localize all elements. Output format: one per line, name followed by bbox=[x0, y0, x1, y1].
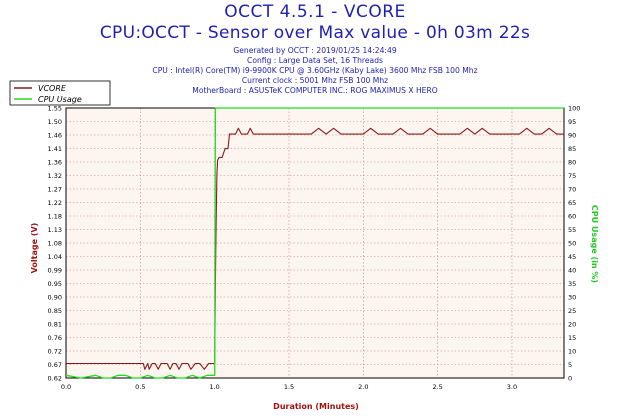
info-motherboard: MotherBoard : ASUSTeK COMPUTER INC.: ROG… bbox=[192, 86, 438, 95]
series-line-cpu-usage bbox=[65, 107, 564, 379]
x-tick-label: 2.0 bbox=[358, 383, 368, 391]
y-tick-left: 1.50 bbox=[48, 118, 62, 126]
y-tick-right: 0 bbox=[568, 374, 572, 382]
legend: VCORE CPU Usage bbox=[9, 80, 111, 106]
x-tick-label: 0.0 bbox=[61, 383, 71, 391]
y-tick-left: 1.18 bbox=[48, 212, 62, 220]
y-tick-right: 95 bbox=[568, 118, 576, 126]
y-tick-left: 0.67 bbox=[48, 361, 62, 369]
x-axis-label: Duration (Minutes) bbox=[273, 402, 359, 411]
y-axis-label-right: CPU Usage (in %) bbox=[590, 205, 599, 283]
y-tick-left: 1.08 bbox=[48, 239, 62, 247]
y-tick-left: 1.36 bbox=[48, 158, 62, 166]
y-tick-left: 1.46 bbox=[48, 131, 62, 139]
y-tick-left: 0.62 bbox=[48, 374, 62, 382]
y-tick-left: 0.90 bbox=[48, 293, 62, 301]
y-tick-right: 55 bbox=[568, 226, 576, 234]
legend-label-cpu-usage: CPU Usage bbox=[38, 95, 82, 104]
y-tick-left: 0.99 bbox=[48, 266, 62, 274]
info-cpu: CPU : Intel(R) Core(TM) i9-9900K CPU @ 3… bbox=[152, 66, 478, 75]
y-tick-right: 5 bbox=[568, 361, 572, 369]
y-tick-left: 1.22 bbox=[48, 199, 62, 207]
y-tick-left: 0.85 bbox=[48, 307, 62, 315]
y-tick-right: 100 bbox=[568, 104, 580, 112]
y-tick-left: 1.04 bbox=[48, 253, 62, 261]
y-tick-left: 0.95 bbox=[48, 280, 62, 288]
x-tick-label: 3.0 bbox=[507, 383, 517, 391]
y-tick-left: 1.41 bbox=[48, 145, 62, 153]
chart-subtitle: CPU:OCCT - Sensor over Max value - 0h 03… bbox=[99, 23, 531, 43]
series-line-vcore bbox=[66, 127, 564, 370]
y-tick-right: 80 bbox=[568, 158, 576, 166]
y-tick-left: 1.13 bbox=[48, 226, 62, 234]
y-tick-right: 40 bbox=[568, 266, 576, 274]
y-tick-right: 90 bbox=[568, 131, 576, 139]
y-tick-left: 0.81 bbox=[48, 320, 62, 328]
y-tick-right: 30 bbox=[568, 293, 576, 301]
x-tick-label: 2.5 bbox=[432, 383, 442, 391]
y-tick-right: 50 bbox=[568, 239, 576, 247]
y-tick-right: 20 bbox=[568, 320, 576, 328]
x-tick-label: 1.5 bbox=[284, 383, 294, 391]
x-tick-label: 1.0 bbox=[209, 383, 219, 391]
legend-box bbox=[9, 80, 111, 106]
y-axis-label-left: Voltage (V) bbox=[30, 223, 39, 274]
chart-title: OCCT 4.5.1 - VCORE bbox=[224, 2, 406, 22]
y-tick-left: 1.32 bbox=[48, 172, 62, 180]
y-tick-left: 0.76 bbox=[48, 334, 62, 342]
y-tick-right: 35 bbox=[568, 280, 576, 288]
y-tick-right: 85 bbox=[568, 145, 576, 153]
y-tick-right: 65 bbox=[568, 199, 576, 207]
y-tick-right: 60 bbox=[568, 212, 576, 220]
y-tick-left: 1.27 bbox=[48, 185, 62, 193]
info-generated: Generated by OCCT : 2019/01/25 14:24:49 bbox=[233, 46, 397, 55]
info-config: Config : Large Data Set, 16 Threads bbox=[247, 56, 383, 65]
y-tick-left: 1.55 bbox=[48, 104, 62, 112]
y-tick-right: 45 bbox=[568, 253, 576, 261]
y-tick-right: 25 bbox=[568, 307, 576, 315]
y-tick-right: 10 bbox=[568, 347, 576, 355]
y-tick-right: 15 bbox=[568, 334, 576, 342]
legend-label-vcore: VCORE bbox=[38, 84, 67, 93]
y-tick-left: 0.72 bbox=[48, 347, 62, 355]
y-tick-right: 70 bbox=[568, 185, 576, 193]
x-tick-label: 0.5 bbox=[135, 383, 145, 391]
y-tick-right: 75 bbox=[568, 172, 576, 180]
info-clock: Current clock : 5001 Mhz FSB 100 Mhz bbox=[241, 76, 389, 85]
